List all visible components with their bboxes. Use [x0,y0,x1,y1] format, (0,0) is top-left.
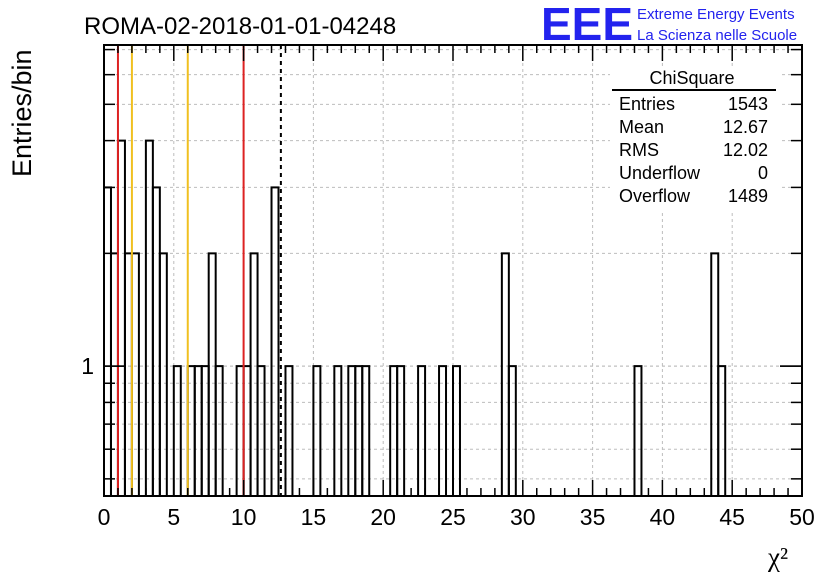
histogram-bin [130,252,140,497]
stats-row-value: 12.02 [723,140,768,160]
x-tick-label: 35 [580,504,606,530]
stats-row-value: 1489 [728,186,768,206]
logo-line-2: La Scienza nelle Scuole [637,27,797,44]
reference-lines [116,45,282,496]
histogram-bin [242,365,252,498]
stats-row-label: RMS [619,140,659,160]
histogram-bin [186,365,196,498]
stats-row-value: 0 [758,163,768,183]
x-tick-label: 20 [370,504,396,530]
histogram-bin [417,365,427,498]
stats-row-label: Overflow [619,186,691,206]
x-tick-label: 30 [510,504,536,530]
histogram-bin [235,365,245,498]
histogram-bin [158,252,168,497]
histogram-bin [500,252,510,497]
x-tick-label: 10 [231,504,257,530]
histogram-bin [270,186,280,497]
histogram-bin [256,365,266,498]
axis-ticks: 0 5 10 15 20 25 30 35 40 45 50 1 [81,45,815,530]
histogram-bin [200,365,210,498]
histogram-bin [710,252,720,497]
histogram-bin [333,365,343,498]
x-tick-label: 40 [650,504,676,530]
histogram-bin [109,252,119,497]
histogram-bin [717,365,727,498]
stats-rows: Entries 1543 Mean 12.67 RMS 12.02 Underflow 0 Ov… [619,94,768,206]
histogram-bin [361,365,371,498]
x-axis-label: χ² [767,542,788,572]
histogram-bin [207,252,217,497]
y-axis-label: Entries/bin [7,49,37,177]
histogram-bin [438,365,448,498]
x-tick-label: 0 [98,504,111,530]
x-tick-label: 25 [440,504,466,530]
eee-logo: EEE Extreme Energy Events La Scienza nel… [541,0,797,50]
histogram-bin [452,365,461,498]
histogram-bin [249,252,259,497]
histogram-bin [507,365,517,498]
histogram-bin [193,365,203,498]
x-tick-label: 50 [789,504,815,530]
x-tick-label: 45 [719,504,745,530]
logo-mark: EEE [541,0,633,50]
histogram-bin [144,139,154,497]
stats-row-label: Mean [619,117,664,137]
y-tick-label: 1 [81,353,94,379]
stats-row-value: 1543 [728,94,768,114]
histogram-bin [312,365,322,498]
histogram-bin [151,186,161,497]
histogram-bin [389,365,399,498]
logo-line-1: Extreme Energy Events [637,6,795,23]
histogram-bin [396,365,406,498]
x-tick-label: 5 [167,504,180,530]
stats-box: ChiSquare Entries 1543 Mean 12.67 RMS 12.02 Un… [610,66,780,212]
chart-title: ROMA-02-2018-01-01-04248 [84,13,396,40]
stats-box-title: ChiSquare [649,68,734,88]
histogram-bin [123,252,133,497]
histogram-bin [172,365,182,498]
stats-row-label: Entries [619,94,675,114]
x-tick-label: 15 [301,504,327,530]
histogram-bin [347,365,357,498]
histogram-bin [354,365,364,498]
stats-row-label: Underflow [619,163,701,183]
histogram-bin [214,365,224,498]
histogram-bin [116,139,126,497]
stats-row-value: 12.67 [723,117,768,137]
histogram-bin [284,365,294,498]
histogram-bin [633,365,643,498]
